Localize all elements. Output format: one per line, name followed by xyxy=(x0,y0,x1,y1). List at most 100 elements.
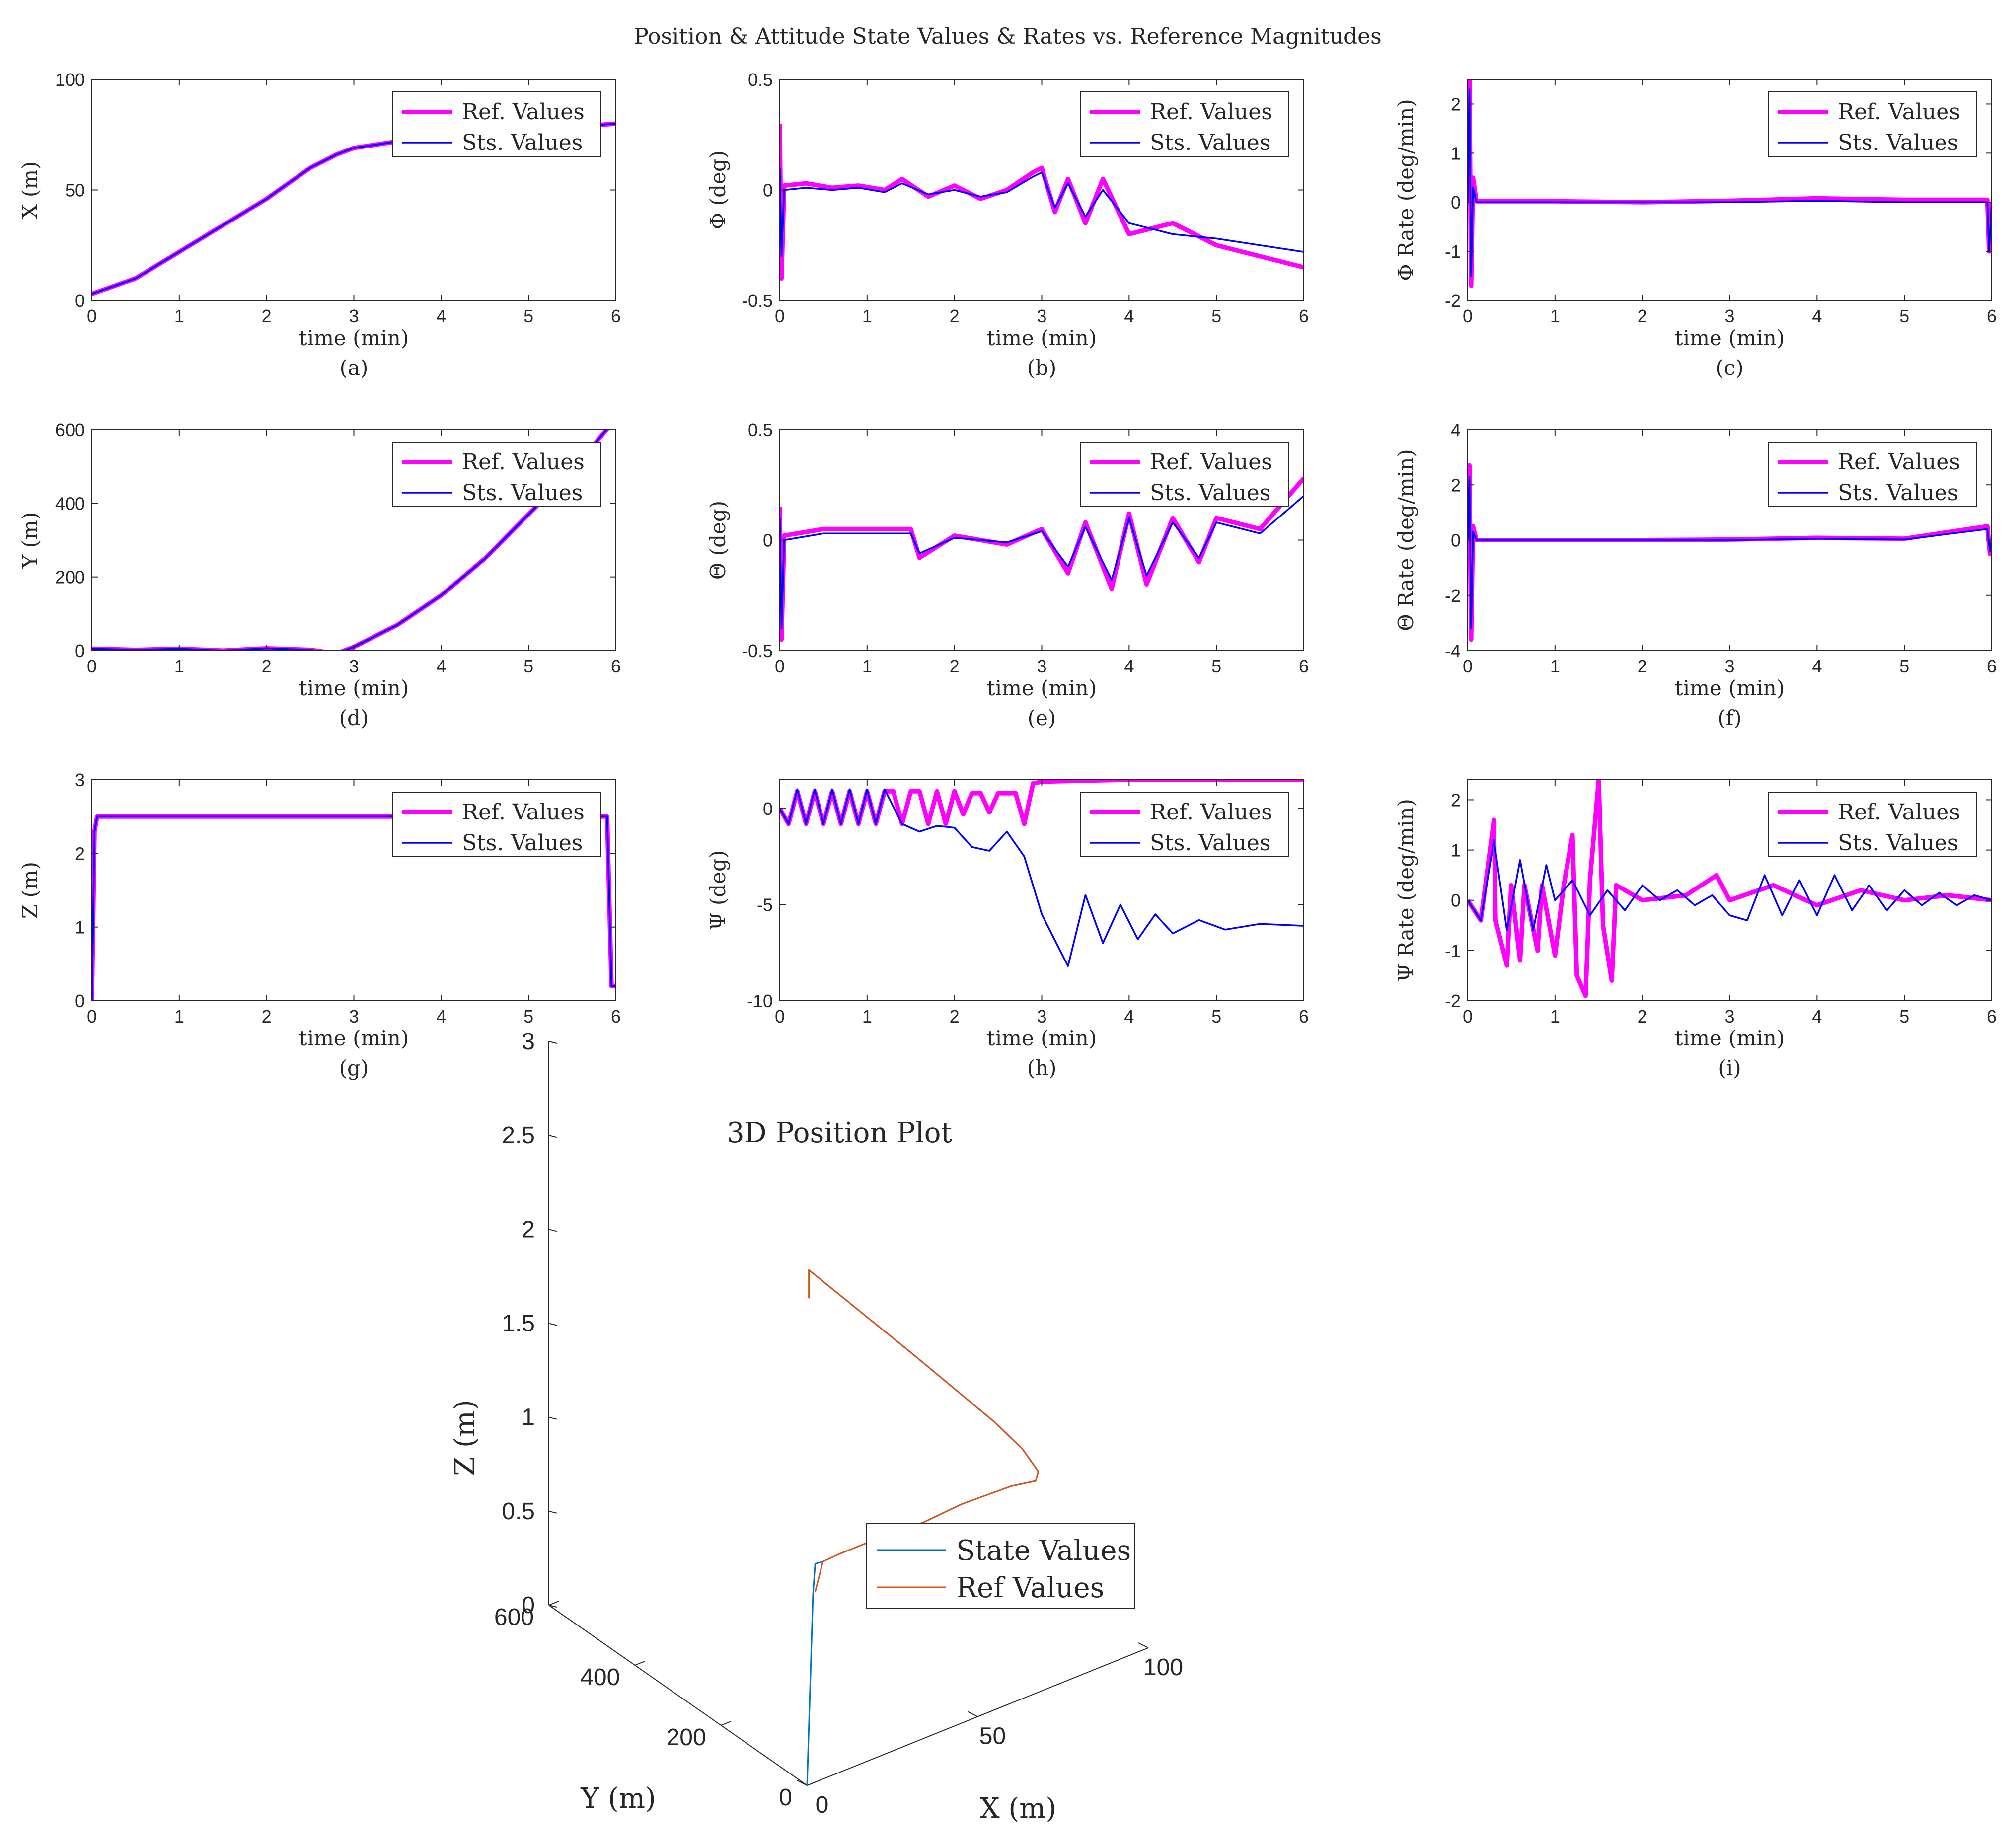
legend-label: Sts. Values xyxy=(1150,480,1270,506)
data-point xyxy=(1563,885,1565,886)
data-point xyxy=(1033,176,1034,177)
data-point xyxy=(1480,920,1482,921)
x-tick-label: 4 xyxy=(1812,306,1822,326)
data-point xyxy=(1659,899,1660,901)
data-point xyxy=(1834,875,1835,876)
data-point xyxy=(1782,915,1783,916)
data-point xyxy=(1546,865,1547,866)
data-point xyxy=(1860,889,1862,891)
legend-box xyxy=(1080,442,1289,507)
y-tick-label: 3 xyxy=(75,770,85,790)
y-tick-label: 400 xyxy=(55,493,85,514)
x-tick-label: 2 xyxy=(262,656,272,676)
data-point xyxy=(1537,950,1538,951)
data-point xyxy=(1469,88,1470,90)
z-tick-label: 2 xyxy=(522,1216,535,1243)
z-tick xyxy=(548,1041,557,1044)
legend-box xyxy=(1768,442,1977,507)
data-point xyxy=(135,649,136,651)
x-tick-label: 1 xyxy=(1550,656,1560,676)
data-point xyxy=(919,791,920,792)
y-tick-label: 2 xyxy=(1451,94,1461,114)
data-point xyxy=(1904,539,1905,540)
data-point xyxy=(1642,885,1643,886)
data-point xyxy=(1851,910,1853,911)
data-point xyxy=(971,793,972,794)
data-point xyxy=(397,624,398,625)
data-point xyxy=(1067,183,1069,184)
x-tick-label: 3 xyxy=(1724,656,1734,676)
x-tick-label: 2 xyxy=(950,656,960,676)
y-tick-label: -2 xyxy=(1445,586,1461,606)
data-point xyxy=(1677,889,1678,891)
data-point xyxy=(1642,202,1643,203)
data-point xyxy=(1572,834,1573,836)
data-point xyxy=(1472,531,1474,532)
legend-3d: State Values Ref Values xyxy=(866,1523,1135,1609)
data-point xyxy=(1989,550,1991,552)
data-point xyxy=(954,185,955,186)
x-tick-label: 3 xyxy=(1037,306,1046,326)
legend: Ref. Values Sts. Values xyxy=(392,442,601,507)
data-point xyxy=(1033,172,1034,173)
data-point xyxy=(1128,233,1130,235)
data-point xyxy=(135,278,136,279)
data-point xyxy=(910,791,911,792)
y-tick-label: 2 xyxy=(1451,790,1461,810)
legend: Ref. Values Sts. Values xyxy=(1768,442,1977,507)
data-point xyxy=(1712,894,1713,896)
data-point xyxy=(1576,975,1577,976)
y-tick-label: 0 xyxy=(1451,890,1461,911)
data-point xyxy=(1054,207,1055,208)
x-tick-label: 0 xyxy=(775,656,785,676)
data-point xyxy=(1472,177,1474,178)
subplot-caption: (h) xyxy=(1027,1056,1057,1080)
x-tick-label: 2 xyxy=(950,306,960,326)
z-axis-label-3d: Z (m) xyxy=(449,1400,481,1476)
x-tick-label: 1 xyxy=(862,656,872,676)
data-point xyxy=(1102,178,1104,180)
data-point xyxy=(1085,216,1086,217)
legend-label: Ref Values xyxy=(956,1572,1104,1604)
series-group xyxy=(92,814,616,1001)
data-point xyxy=(484,558,486,559)
data-point xyxy=(1260,244,1261,246)
data-point xyxy=(1816,538,1818,539)
y-tick-label: 200 xyxy=(667,1724,706,1751)
y-tick-label: -10 xyxy=(747,991,773,1011)
subplot-caption: (c) xyxy=(1716,356,1743,380)
data-point xyxy=(1067,178,1069,180)
x-tick-label: 5 xyxy=(1211,656,1221,676)
data-point xyxy=(1224,929,1226,930)
x-tick-label: 0 xyxy=(1463,656,1473,676)
data-point xyxy=(222,224,224,226)
series-group xyxy=(1468,463,1992,642)
y-tick-label: 0 xyxy=(763,530,773,551)
z-tick xyxy=(548,1416,557,1420)
y-axis-label: Ψ (deg) xyxy=(706,850,730,931)
legend: Ref. Values Sts. Values xyxy=(1080,91,1289,157)
x-tick-label: 6 xyxy=(611,306,621,326)
data-point xyxy=(1041,167,1043,168)
y-tick-label: 1 xyxy=(1451,840,1461,861)
legend: Ref. Values Sts. Values xyxy=(1080,792,1289,857)
x-tick xyxy=(1138,1642,1149,1648)
x-tick-label: 6 xyxy=(1987,306,1997,326)
data-point xyxy=(1799,880,1800,881)
x-tick-label: 1 xyxy=(174,656,184,676)
data-point xyxy=(1128,513,1130,514)
x-tick-label: 5 xyxy=(1899,1006,1909,1027)
data-point xyxy=(1816,200,1818,202)
data-point xyxy=(919,831,920,832)
x-tick-label: 3 xyxy=(1037,1006,1046,1027)
subplot-a: 0 1 2 3 4 5 6 0 50 100 time (min) (a) X (m) Ref. Valu… xyxy=(18,70,621,380)
subplot-h: 0 1 2 3 4 5 6 -10 -5 0 time (min) (h) Ψ (deg) Ref. Va… xyxy=(706,779,1309,1080)
data-point xyxy=(1624,910,1626,911)
data-point xyxy=(1519,860,1521,861)
y-axis-label: X (m) xyxy=(18,161,42,219)
subplot-c: 0 1 2 3 4 5 6 -2 -1 0 1 2 time (min) (c) Φ Rate (deg/m… xyxy=(1394,79,1997,380)
data-point xyxy=(1493,819,1494,820)
y-tick-label: -4 xyxy=(1445,641,1461,661)
3d-plot-title: 3D Position Plot xyxy=(727,1117,952,1149)
